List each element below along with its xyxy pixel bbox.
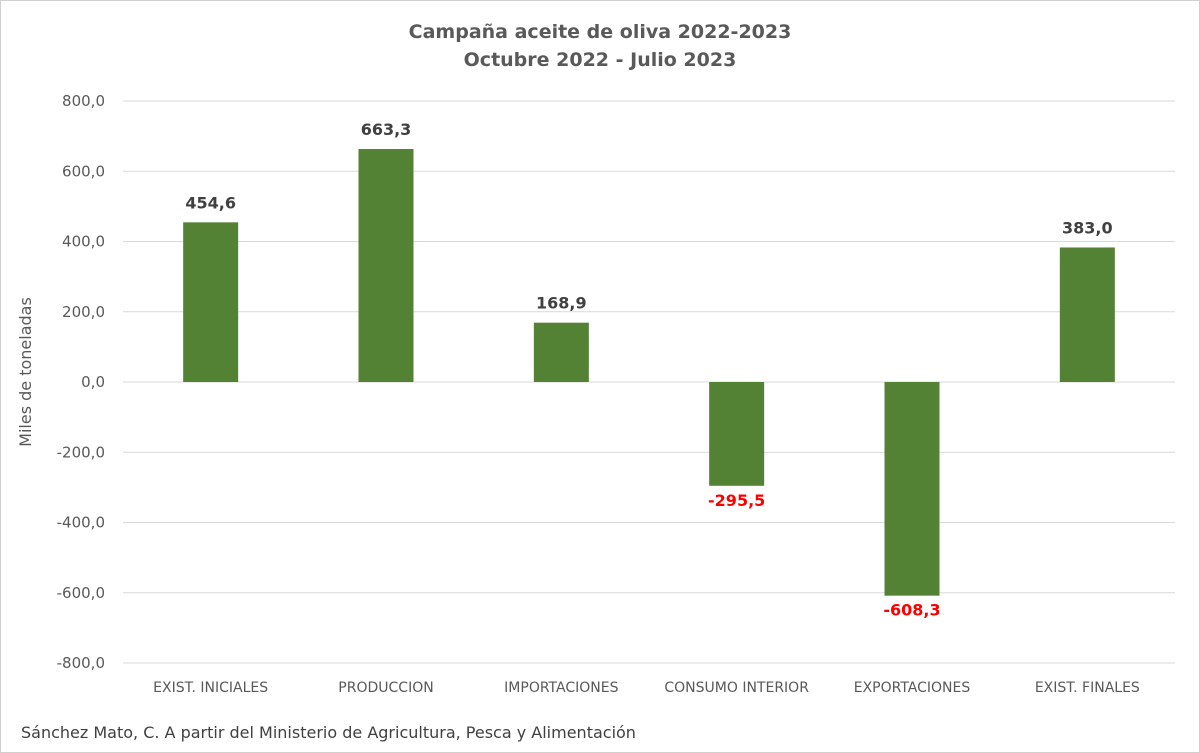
bar [533,322,589,382]
x-tick-label: EXPORTACIONES [854,680,971,696]
x-tick-label: EXIST. FINALES [1035,680,1140,696]
x-tick-label: CONSUMO INTERIOR [664,680,809,696]
bar [1059,247,1115,382]
x-tick-label: EXIST. INICIALES [153,680,268,696]
y-tick-labels: 800,0 600,0 400,0 200,0 0,0 -200,0 -400,0 -600,… [57,92,105,672]
bar [183,222,239,382]
data-label: 383,0 [1062,218,1113,237]
y-tick-label: -400,0 [57,514,105,532]
data-label: -608,3 [883,601,940,620]
bar [358,149,414,382]
y-tick-label: 600,0 [62,162,105,180]
data-labels: 454,6 663,3 168,9 -295,5 -608,3 383,0 [185,120,1112,620]
x-tick-label: PRODUCCION [338,680,433,696]
x-tick-labels: EXIST. INICIALES PRODUCCION IMPORTACIONES C… [153,680,1140,696]
y-axis-label: Miles de toneladas [16,297,35,447]
y-tick-label: -800,0 [57,654,105,672]
bar [709,382,765,486]
y-tick-label: -600,0 [57,584,105,602]
gridlines [123,100,1175,664]
y-tick-label: 200,0 [62,303,105,321]
x-tick-label: IMPORTACIONES [504,680,618,696]
source-note: Sánchez Mato, C. A partir del Ministerio… [21,723,636,742]
chart-subtitle: Octubre 2022 - Julio 2023 [463,49,737,71]
y-tick-label: 800,0 [62,92,105,110]
y-tick-label: 0,0 [81,373,105,391]
data-label: -295,5 [708,491,765,510]
bar [884,382,940,596]
data-label: 168,9 [536,294,587,313]
y-tick-label: 400,0 [62,233,105,251]
bars [183,149,1115,596]
data-label: 663,3 [361,120,412,139]
data-label: 454,6 [185,193,236,212]
chart-title: Campaña aceite de oliva 2022-2023 [408,21,792,43]
y-tick-label: -200,0 [57,443,105,461]
